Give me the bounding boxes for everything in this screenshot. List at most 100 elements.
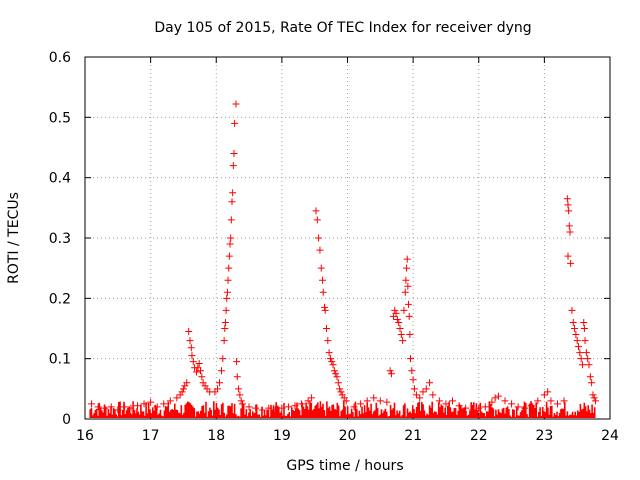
x-tick-label: 16 (76, 428, 94, 444)
data-point (422, 385, 430, 393)
data-point (235, 385, 243, 393)
data-point (581, 337, 589, 345)
data-point (326, 355, 334, 363)
data-point (405, 312, 413, 320)
axis-ticks: 16 17 18 19 20 21 22 23 24 0 0.1 0.2 0.3 0.4 0.5 0.6 (49, 50, 619, 444)
data-point (229, 162, 237, 170)
data-point (181, 382, 189, 390)
data-point (402, 276, 410, 284)
x-axis-label: GPS time / hours (286, 458, 403, 474)
y-tick-label: 0.4 (49, 171, 71, 187)
x-tick-label: 18 (207, 428, 225, 444)
data-point (237, 397, 245, 405)
data-point (88, 400, 96, 408)
data-point (223, 294, 231, 302)
data-point (401, 288, 409, 296)
y-tick-label: 0.6 (49, 50, 71, 66)
data-point (564, 252, 572, 260)
data-point (325, 349, 333, 357)
data-point (491, 394, 499, 402)
data-point (508, 400, 516, 408)
data-point (582, 349, 590, 357)
data-point (224, 276, 232, 284)
data-point (198, 373, 206, 381)
data-point (225, 252, 233, 260)
data-point (419, 388, 427, 396)
data-point (179, 385, 187, 393)
y-tick-label: 0.2 (49, 291, 71, 307)
data-point (284, 403, 292, 411)
data-point (271, 406, 279, 414)
grid-lines (85, 57, 610, 419)
data-point (321, 303, 329, 311)
data-point (328, 358, 336, 366)
x-tick-label: 24 (601, 428, 619, 444)
data-point (494, 392, 502, 400)
data-point (575, 343, 582, 351)
y-tick-label: 0.3 (49, 231, 71, 247)
data-point (307, 394, 315, 402)
data-point (214, 385, 222, 393)
data-point (406, 331, 414, 339)
data-point (565, 207, 573, 215)
data-point (231, 119, 239, 127)
data-point (449, 397, 456, 405)
data-point (134, 402, 141, 410)
data-point (403, 255, 411, 263)
data-point (501, 397, 509, 405)
data-point (219, 355, 227, 363)
data-point (363, 397, 371, 405)
data-point (173, 394, 181, 402)
data-point (407, 355, 414, 363)
data-point (350, 403, 358, 411)
data-point (342, 397, 350, 405)
data-point (400, 306, 408, 314)
data-point (580, 318, 588, 326)
data-point (321, 306, 329, 314)
data-point (383, 398, 391, 406)
data-point (187, 344, 195, 352)
data-point (527, 402, 535, 410)
data-point (560, 397, 568, 405)
data-point (416, 394, 424, 402)
data-point (586, 373, 594, 381)
data-point (319, 276, 327, 284)
data-point (396, 325, 404, 332)
data-point (337, 388, 345, 396)
x-tick-label: 23 (535, 428, 553, 444)
data-point (195, 359, 203, 367)
data-point (566, 228, 574, 236)
data-point (233, 358, 241, 366)
data-point (233, 373, 241, 381)
data-point (218, 367, 225, 375)
data-point (488, 398, 496, 406)
data-point (222, 306, 230, 314)
data-point (324, 337, 332, 345)
data-point (228, 198, 236, 206)
data-point (197, 367, 204, 375)
data-point (408, 367, 416, 375)
data-point (576, 349, 584, 357)
data-point (147, 398, 155, 406)
data-point (567, 259, 575, 267)
data-point (230, 150, 238, 158)
data-point (393, 315, 401, 323)
data-point (554, 400, 561, 408)
data-point (315, 234, 323, 242)
data-point (193, 368, 201, 376)
data-point (565, 222, 573, 230)
data-point (572, 331, 580, 339)
data-point (573, 337, 581, 345)
data-point (569, 318, 577, 326)
data-point (568, 306, 576, 314)
data-point (278, 404, 286, 412)
data-point (176, 391, 184, 399)
data-point (399, 337, 407, 345)
data-point (120, 403, 128, 411)
data-point (245, 403, 253, 411)
data-point (580, 325, 588, 332)
data-point (330, 367, 338, 375)
data-point (412, 391, 420, 399)
data-point (391, 306, 399, 314)
y-tick-label: 0.1 (49, 352, 71, 368)
